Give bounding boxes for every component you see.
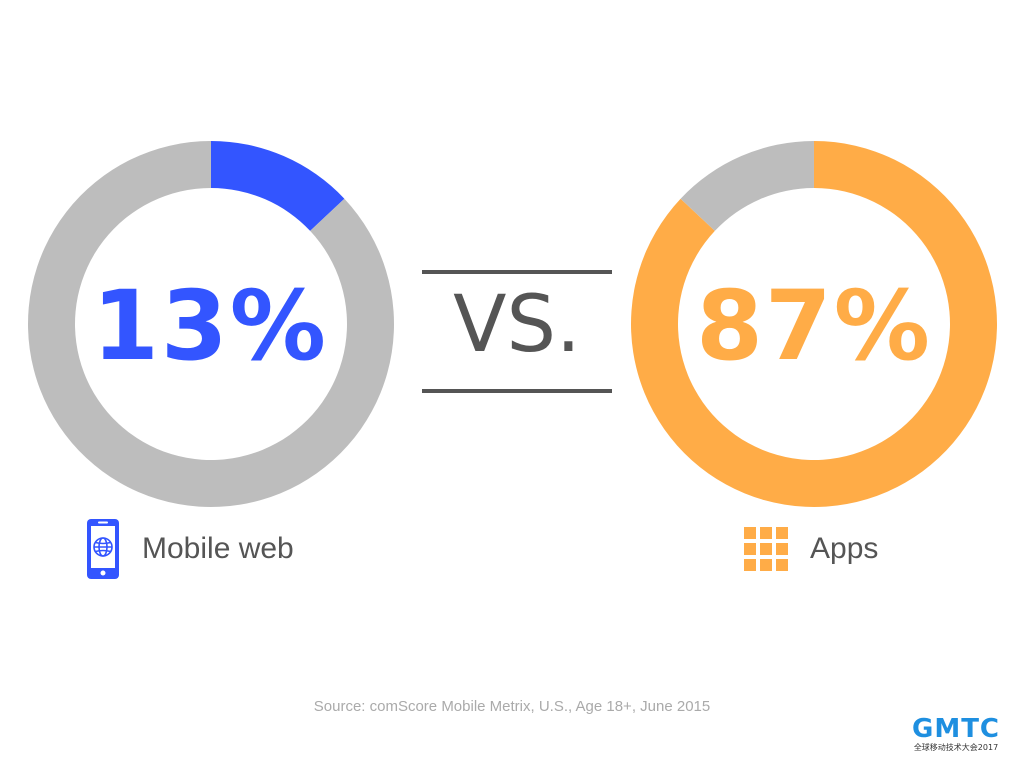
logo-subtitle: 全球移动技术大会2017	[913, 743, 999, 752]
vs-label: VS.	[453, 280, 581, 370]
mobile-web-legend-label: Mobile web	[142, 532, 294, 565]
source-note: Source: comScore Mobile Metrix, U.S., Ag…	[313, 698, 711, 715]
donut-apps	[631, 141, 997, 508]
vs-top-rule	[422, 270, 612, 274]
mobile-web-percentage-label: 13%	[92, 270, 328, 382]
donut-mobile-web	[27, 141, 394, 508]
apps-legend-label: Apps	[810, 532, 879, 565]
gmtc-logo: GMTC 全球移动技术大会2017	[906, 716, 1006, 752]
vs-bottom-rule	[422, 389, 612, 393]
smartphone-globe-icon	[87, 519, 119, 579]
app-grid-icon	[744, 527, 788, 571]
donut-slice-highlight	[211, 141, 345, 231]
donut-slice-remainder	[680, 141, 814, 231]
apps-percentage-label: 87%	[696, 270, 932, 382]
logo-wordmark: GMTC	[911, 714, 1001, 744]
